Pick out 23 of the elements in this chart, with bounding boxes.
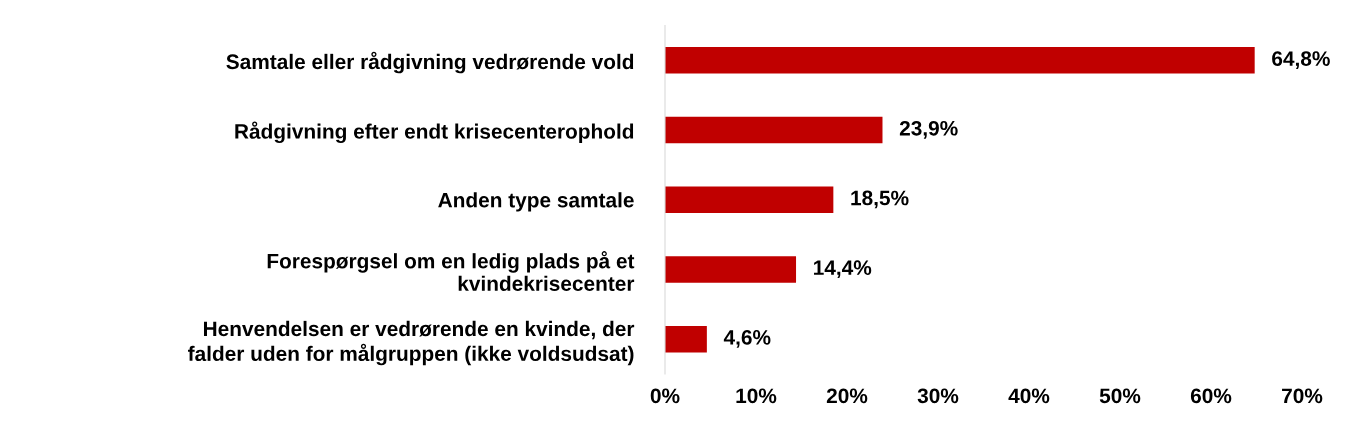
bar (665, 325, 707, 353)
data-label: 4,6% (723, 329, 771, 348)
data-label: 14,4% (814, 260, 872, 279)
y-tick-label: Samtale eller rådgivning vedrørende vold (226, 51, 634, 74)
x-tick-label: 70% (1282, 388, 1323, 404)
bar (665, 186, 834, 213)
x-tick-label: 30% (917, 388, 959, 404)
y-tick-label: Anden type samtale (438, 192, 634, 212)
y-tick-label: Rådgivning efter endt krisecenterophold (235, 121, 634, 144)
bar (665, 47, 1255, 74)
data-label: 23,9% (899, 120, 958, 139)
x-tick-label: 20% (826, 388, 868, 404)
x-tick-label: 10% (736, 388, 777, 404)
bar (665, 256, 797, 283)
y-tick-label: Forespørgsel om en ledig plads på et kvindekrisecenter (267, 251, 635, 291)
data-label: 18,5% (851, 190, 909, 209)
x-tick-label: 40% (1008, 388, 1050, 404)
x-tick-label: 60% (1190, 388, 1232, 404)
y-tick-label: Henvendelsen er vedrørende en kvinde, der falder uden for målgruppen (ikke voldsudsat) (188, 320, 635, 366)
x-tick-label: 0% (650, 388, 680, 404)
data-label: 64,8% (1272, 51, 1330, 69)
bar (665, 116, 883, 144)
x-tick-label: 50% (1099, 388, 1141, 404)
